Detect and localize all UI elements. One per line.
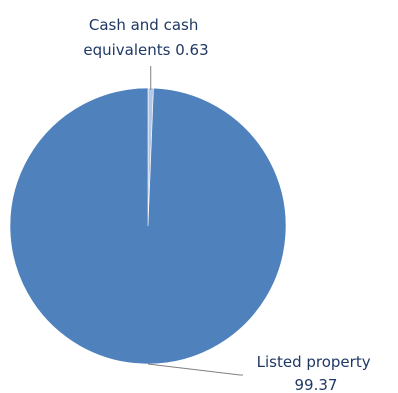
slice-label-cash-line2: equivalents 0.63 <box>83 41 208 59</box>
slice-label-listed-line1: Listed property <box>257 353 371 371</box>
slice-label-cash-line1: Cash and cash <box>89 16 199 34</box>
slice-label-cash: Cash and cash equivalents 0.63 <box>83 16 208 59</box>
pie-slice-listed-property <box>9 87 287 365</box>
leader-line-listed-property <box>147 363 243 376</box>
leader-lines <box>147 66 243 376</box>
slice-label-listed-property: Listed property 99.37 <box>257 353 376 393</box>
pie-slices <box>9 87 287 365</box>
slice-label-listed-line2: 99.37 <box>295 376 338 393</box>
